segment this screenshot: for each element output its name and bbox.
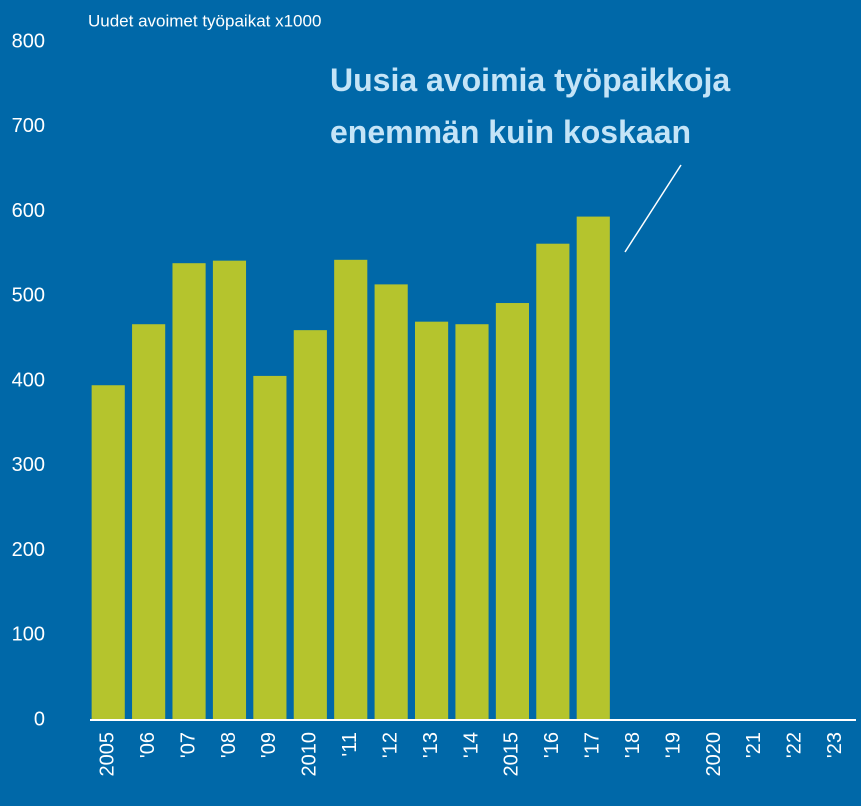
annotation: Uusia avoimia työpaikkoja	[330, 62, 730, 98]
bar	[172, 263, 206, 720]
x-tick-label: '13	[420, 732, 442, 758]
x-tick-label: '07	[177, 732, 199, 758]
bar	[212, 260, 247, 720]
x-tick-label: '09	[258, 732, 280, 758]
bar	[253, 375, 287, 720]
x-tick-label: '12	[379, 732, 401, 758]
x-tick-label: '21	[743, 732, 765, 758]
y-tick-label: 400	[12, 369, 45, 391]
x-tick-label: 2005	[96, 732, 118, 777]
bar	[576, 216, 610, 720]
x-tick-label: '19	[662, 732, 684, 758]
x-tick-label: '18	[622, 732, 644, 758]
bar	[91, 385, 125, 720]
x-tick-label: '23	[824, 732, 846, 758]
y-tick-label: 500	[12, 285, 45, 307]
x-tick-label: '17	[582, 732, 604, 758]
y-tick-label: 0	[34, 708, 45, 730]
y-tick-label: 700	[12, 115, 45, 137]
bar	[293, 330, 327, 720]
y-tick-label: 800	[12, 30, 45, 52]
x-tick-label: '14	[460, 732, 482, 758]
annotation: enemmän kuin koskaan	[330, 114, 691, 150]
bar	[132, 324, 166, 720]
y-tick-label: 100	[12, 624, 45, 646]
x-tick-label: 2015	[501, 732, 523, 777]
annotation-pointer	[624, 164, 682, 253]
y-tick-label: 300	[12, 454, 45, 476]
y-tick-label: 200	[12, 539, 45, 561]
x-tick-label: 2010	[299, 732, 321, 777]
x-tick-label: '08	[218, 732, 240, 758]
y-axis-label: Uudet avoimet työpaikat x1000	[88, 11, 321, 30]
bar	[415, 321, 449, 720]
bar	[536, 243, 570, 720]
bar	[374, 284, 408, 720]
y-tick-label: 600	[12, 200, 45, 222]
bar	[495, 303, 529, 720]
x-tick-label: '16	[541, 732, 563, 758]
bar	[455, 324, 489, 720]
x-tick-label: 2020	[703, 732, 725, 777]
x-tick-label: '11	[339, 732, 361, 757]
x-tick-label: '22	[784, 732, 806, 758]
bar	[334, 259, 368, 720]
x-tick-label: '06	[137, 732, 159, 758]
